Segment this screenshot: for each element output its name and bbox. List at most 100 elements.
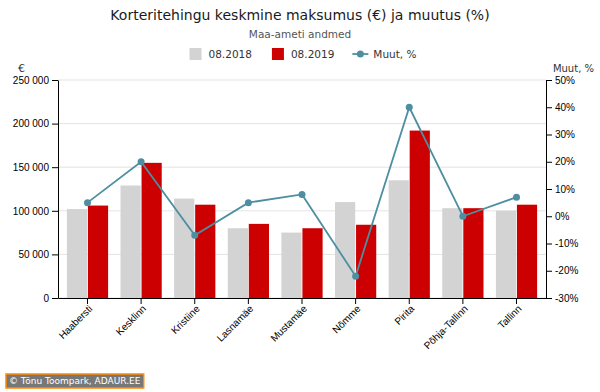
tick-label: 10% bbox=[555, 184, 575, 195]
tick-label: -20% bbox=[555, 265, 578, 276]
tick: 0% bbox=[546, 211, 570, 222]
annotation: © Tõnu Toompark, ADAUR.EE bbox=[6, 374, 144, 388]
bar bbox=[228, 228, 248, 298]
tick-mark bbox=[546, 189, 552, 190]
chart-container: 0 50 000 100 000 150 000 200 000 250 000 -30% -… bbox=[0, 0, 600, 392]
tick: -20% bbox=[546, 265, 578, 276]
tick-label: Mustamäe bbox=[268, 303, 309, 344]
tick-mark bbox=[546, 135, 552, 136]
tick: Mustamäe bbox=[268, 298, 309, 344]
tick: Lasnamäe bbox=[215, 298, 256, 344]
tick-mark bbox=[52, 124, 58, 125]
tick-mark bbox=[52, 298, 58, 299]
axis-title: € bbox=[18, 62, 25, 75]
tick: 200 000 bbox=[13, 118, 58, 129]
tick: Haabersti bbox=[57, 298, 95, 341]
tick-label: 0 bbox=[43, 293, 49, 304]
marker bbox=[513, 194, 520, 201]
tick-label: Tallinn bbox=[496, 303, 524, 331]
tick: 20% bbox=[546, 156, 575, 167]
legend-swatch bbox=[190, 48, 202, 60]
line-series bbox=[84, 104, 520, 280]
bar bbox=[174, 199, 194, 298]
title: Korteritehingu keskmine maksumus (€) ja … bbox=[110, 7, 489, 23]
tick: Kesklinn bbox=[114, 298, 149, 337]
tick-label: -30% bbox=[555, 293, 578, 304]
tick: 50 000 bbox=[18, 249, 58, 260]
legend-swatch bbox=[357, 51, 364, 58]
bar bbox=[121, 186, 141, 298]
tick-mark bbox=[141, 298, 142, 304]
tick-mark bbox=[546, 216, 552, 217]
axis-title: Muut, % bbox=[553, 63, 594, 74]
tick-label: Kristiine bbox=[169, 303, 202, 336]
tick: 0 bbox=[43, 293, 58, 304]
tick-label: 0% bbox=[555, 211, 570, 222]
tick: Tallinn bbox=[496, 298, 524, 331]
bar bbox=[517, 205, 537, 298]
marker bbox=[406, 104, 413, 111]
tick: -30% bbox=[546, 293, 578, 304]
plot-area: 0 50 000 100 000 150 000 200 000 250 000 -30% -… bbox=[13, 75, 579, 352]
marker bbox=[191, 232, 198, 239]
tick-mark bbox=[546, 162, 552, 163]
tick-mark bbox=[462, 298, 463, 304]
legend-label: 08.2018 bbox=[209, 48, 252, 60]
legend: 08.2018 08.2019 Muut, % bbox=[190, 48, 417, 60]
tick-label: Lasnamäe bbox=[215, 303, 256, 344]
bar bbox=[356, 225, 376, 298]
legend-swatch bbox=[272, 48, 284, 60]
bar bbox=[281, 233, 301, 298]
bar bbox=[496, 211, 516, 298]
line bbox=[87, 107, 516, 276]
tick-label: 250 000 bbox=[13, 75, 50, 86]
legend-item: 08.2019 bbox=[272, 48, 334, 60]
marker bbox=[84, 199, 91, 206]
tick-mark bbox=[52, 167, 58, 168]
tick-label: -10% bbox=[555, 238, 578, 249]
tick-label: Pirita bbox=[392, 303, 416, 327]
grid-line bbox=[58, 167, 546, 168]
tick-label: Põhja-Tallinn bbox=[422, 303, 470, 351]
tick-label: 30% bbox=[555, 129, 575, 140]
bar bbox=[195, 205, 215, 298]
bar-series bbox=[67, 180, 516, 298]
grid bbox=[58, 80, 546, 298]
axis: -30%-20%-10%0%10%20%30%40%50% bbox=[546, 75, 578, 304]
annotation-text: © Tõnu Toompark, ADAUR.EE bbox=[9, 376, 141, 386]
bar bbox=[302, 228, 322, 298]
tick: 10% bbox=[546, 184, 575, 195]
tick-mark bbox=[546, 80, 552, 81]
tick-label: Nõmme bbox=[330, 303, 363, 336]
tick: Nõmme bbox=[330, 298, 363, 335]
tick-label: Kesklinn bbox=[114, 303, 149, 338]
tick-label: Haabersti bbox=[57, 303, 95, 341]
legend-label: 08.2019 bbox=[291, 48, 334, 60]
tick-mark bbox=[52, 80, 58, 81]
tick-label: 150 000 bbox=[13, 162, 50, 173]
legend-item: Muut, % bbox=[352, 48, 416, 60]
tick-mark bbox=[546, 271, 552, 272]
marker bbox=[352, 273, 359, 280]
tick-mark bbox=[248, 298, 249, 304]
axis: Haabersti Kesklinn Kristiine Lasnamäe Mustam… bbox=[57, 298, 547, 351]
tick: -10% bbox=[546, 238, 578, 249]
axis: 0 50 000 100 000 150 000 200 000 250 000 bbox=[13, 75, 59, 304]
tick: Pirita bbox=[392, 298, 416, 327]
bar bbox=[88, 206, 108, 298]
tick: 150 000 bbox=[13, 162, 58, 173]
bar bbox=[442, 208, 462, 298]
marker bbox=[459, 213, 466, 220]
tick-mark bbox=[409, 298, 410, 304]
marker bbox=[299, 191, 306, 198]
tick-mark bbox=[52, 254, 58, 255]
tick-mark bbox=[546, 298, 552, 299]
grid-line bbox=[58, 80, 546, 81]
bar bbox=[463, 208, 483, 298]
bar bbox=[142, 163, 162, 298]
chart-svg: 0 50 000 100 000 150 000 200 000 250 000 -30% -… bbox=[0, 0, 600, 392]
tick: 100 000 bbox=[13, 206, 58, 217]
tick-mark bbox=[87, 298, 88, 304]
legend-label: Muut, % bbox=[373, 48, 416, 60]
marker bbox=[138, 158, 145, 165]
